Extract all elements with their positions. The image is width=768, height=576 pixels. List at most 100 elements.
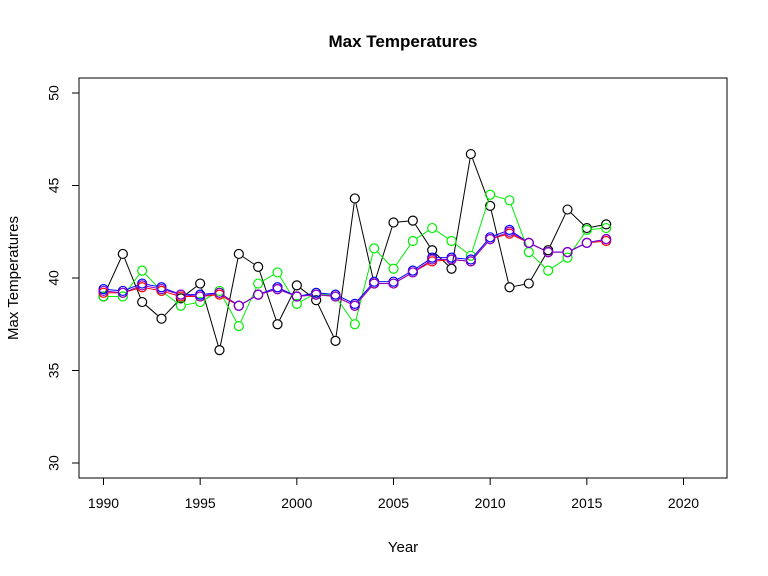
series-line-segment bbox=[184, 286, 197, 296]
data-point bbox=[562, 252, 573, 263]
data-point bbox=[349, 300, 360, 311]
series-line-segment bbox=[317, 304, 334, 337]
series-line-segment bbox=[262, 288, 274, 294]
data-point bbox=[427, 222, 438, 234]
series-line-segment bbox=[416, 260, 429, 269]
series-line-segment bbox=[185, 302, 196, 306]
data-point bbox=[446, 254, 457, 265]
series-line-segment bbox=[259, 271, 277, 320]
series-line-segment bbox=[146, 287, 157, 291]
series-2 bbox=[98, 189, 612, 332]
series-layer bbox=[98, 148, 612, 356]
series-line-segment bbox=[490, 210, 509, 283]
data-point bbox=[156, 313, 167, 324]
data-point bbox=[465, 256, 476, 267]
series-line-segment bbox=[375, 227, 393, 279]
series-line-segment bbox=[300, 294, 313, 302]
x-tick-label: 2015 bbox=[571, 495, 602, 511]
series-line-segment bbox=[473, 242, 488, 258]
series-line-segment bbox=[145, 304, 159, 316]
data-point bbox=[407, 215, 418, 226]
series-line-segment bbox=[397, 274, 409, 282]
series-line-segment bbox=[436, 230, 448, 239]
series-line-segment bbox=[337, 300, 353, 321]
series-line-segment bbox=[415, 224, 430, 247]
y-tick-label: 45 bbox=[46, 178, 62, 194]
data-point bbox=[581, 224, 592, 235]
data-point bbox=[175, 289, 186, 300]
series-line-segment bbox=[205, 294, 215, 297]
series-line-segment bbox=[321, 294, 331, 297]
data-point bbox=[388, 263, 399, 274]
series-line-segment bbox=[166, 291, 177, 296]
data-point bbox=[601, 222, 612, 234]
series-line-segment bbox=[321, 292, 331, 295]
series-line-segment bbox=[569, 233, 585, 254]
data-point bbox=[137, 296, 148, 308]
series-line-segment bbox=[530, 254, 547, 280]
data-point bbox=[272, 267, 283, 278]
data-point bbox=[523, 247, 534, 258]
data-point bbox=[195, 296, 206, 308]
series-line-segment bbox=[146, 285, 157, 289]
series-line-segment bbox=[221, 295, 237, 322]
chart-title: Max Temperatures bbox=[329, 32, 478, 51]
data-point bbox=[98, 291, 109, 302]
data-point bbox=[601, 234, 612, 245]
series-line-segment bbox=[570, 212, 584, 225]
data-point bbox=[291, 291, 302, 302]
data-point bbox=[504, 282, 515, 293]
series-line-segment bbox=[219, 258, 239, 346]
data-point bbox=[523, 278, 534, 289]
series-line-segment bbox=[108, 289, 118, 291]
series-line-segment bbox=[416, 261, 429, 271]
x-tick-label: 2000 bbox=[281, 495, 312, 511]
data-point bbox=[581, 237, 592, 248]
series-line-segment bbox=[242, 256, 255, 265]
data-point bbox=[369, 243, 380, 254]
data-point bbox=[369, 278, 380, 289]
series-line-segment bbox=[513, 235, 525, 242]
axes: 1990 1995 2000 2005 2010 2015 2020 30 35 40 45 50 bbox=[46, 85, 700, 511]
data-point bbox=[388, 278, 399, 289]
series-line-segment bbox=[514, 283, 525, 287]
x-tick-label: 2005 bbox=[378, 495, 409, 511]
series-line-segment bbox=[339, 296, 351, 303]
data-point bbox=[349, 319, 360, 330]
series-line-segment bbox=[223, 295, 235, 304]
series-line-segment bbox=[205, 292, 215, 295]
x-tick-label: 1990 bbox=[88, 495, 119, 511]
data-point bbox=[137, 265, 148, 276]
data-point bbox=[523, 237, 534, 248]
series-line-segment bbox=[571, 244, 583, 251]
series-line-segment bbox=[494, 231, 506, 236]
series-line-segment bbox=[339, 298, 351, 305]
series-line-segment bbox=[355, 203, 374, 279]
data-point bbox=[504, 195, 515, 206]
series-line-segment bbox=[146, 283, 157, 287]
series-line-segment bbox=[281, 290, 293, 296]
series-line-segment bbox=[166, 289, 177, 294]
series-line-segment bbox=[320, 293, 331, 297]
y-tick-label: 35 bbox=[46, 363, 62, 379]
series-line-segment bbox=[513, 233, 525, 241]
series-line-segment bbox=[262, 289, 273, 294]
series-line-segment bbox=[125, 274, 140, 293]
y-tick-label: 50 bbox=[46, 85, 62, 101]
data-point bbox=[291, 298, 302, 309]
data-point bbox=[543, 265, 554, 276]
series-line-segment bbox=[395, 244, 411, 265]
series-line-segment bbox=[262, 274, 274, 282]
x-axis-label: Year bbox=[388, 539, 418, 556]
data-point bbox=[253, 278, 264, 289]
series-line-segment bbox=[591, 239, 602, 243]
series-line-segment bbox=[127, 288, 138, 292]
data-point bbox=[349, 193, 360, 204]
data-point bbox=[562, 247, 573, 258]
data-point bbox=[330, 291, 341, 302]
data-point bbox=[485, 200, 496, 211]
data-point bbox=[504, 226, 515, 237]
data-point bbox=[330, 335, 341, 346]
data-point bbox=[446, 263, 457, 274]
